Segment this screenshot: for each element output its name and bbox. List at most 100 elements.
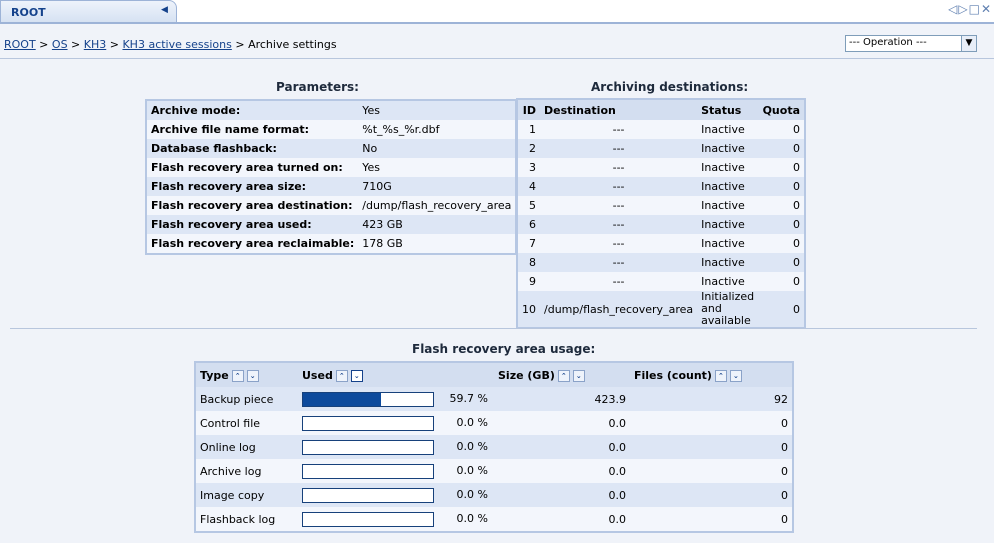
destination-status: Inactive xyxy=(697,215,759,234)
destination-status: Inactive xyxy=(697,272,759,291)
tab-root[interactable]: ROOT ◀ xyxy=(0,0,177,23)
tab-underline xyxy=(0,22,994,24)
usage-type: Image copy xyxy=(195,483,298,507)
usage-progress-fill xyxy=(303,392,381,406)
destination-row: 6 --- Inactive 0 xyxy=(517,215,805,234)
destination-quota: 0 xyxy=(758,177,805,196)
destination-quota: 0 xyxy=(758,196,805,215)
scroll-right-icon[interactable]: ▷ xyxy=(958,2,969,16)
destination-status: Inactive xyxy=(697,234,759,253)
usage-used: 0.0 % xyxy=(298,459,494,483)
sort-desc-icon[interactable]: ⌄ xyxy=(729,369,742,382)
destination-row: 1 --- Inactive 0 xyxy=(517,120,805,139)
destination-path: --- xyxy=(540,120,698,139)
sort-asc-icon[interactable]: ⌃ xyxy=(714,369,727,382)
usage-used: 0.0 % xyxy=(298,435,494,459)
usage-progress-bar xyxy=(302,415,434,431)
usage-type: Control file xyxy=(195,411,298,435)
maximize-icon[interactable]: □ xyxy=(968,2,981,16)
usage-type: Backup piece xyxy=(195,387,298,411)
parameter-value: 178 GB xyxy=(358,234,517,254)
destination-row: 2 --- Inactive 0 xyxy=(517,139,805,158)
breadcrumb-current: Archive settings xyxy=(248,38,337,51)
parameter-label: Archive file name format: xyxy=(146,120,359,139)
parameter-value: Yes xyxy=(358,158,517,177)
operation-value: --- Operation --- xyxy=(849,37,927,48)
usage-size: 0.0 xyxy=(494,507,630,532)
destinations-header-row: ID Destination Status Quota xyxy=(517,99,805,120)
parameter-value: Yes xyxy=(358,100,517,120)
parameter-row: Flash recovery area turned on: Yes xyxy=(146,158,517,177)
destination-path: --- xyxy=(540,215,698,234)
sort-desc-icon[interactable]: ⌄ xyxy=(246,369,259,382)
destination-path: --- xyxy=(540,158,698,177)
col-header-quota: Quota xyxy=(758,99,805,120)
col-header-size: Size (GB) ⌃ ⌄ xyxy=(494,362,630,387)
usage-size: 0.0 xyxy=(494,483,630,507)
destinations-title: Archiving destinations: xyxy=(591,80,749,94)
destination-quota: 0 xyxy=(758,120,805,139)
usage-percent: 59.7 % xyxy=(449,392,488,405)
tab-strip: ROOT ◀ ◁▷□✕ xyxy=(0,0,994,24)
col-header-destination: Destination xyxy=(540,99,698,120)
usage-row: Archive log 0.0 % 0.0 0 xyxy=(195,459,793,483)
window-controls: ◁▷□✕ xyxy=(948,2,992,16)
operation-select[interactable]: --- Operation --- ▼ xyxy=(845,35,977,52)
parameter-value: /dump/flash_recovery_area xyxy=(358,196,517,215)
parameter-label: Flash recovery area used: xyxy=(146,215,359,234)
tab-collapse-icon[interactable]: ◀ xyxy=(161,5,168,15)
destination-quota: 0 xyxy=(758,234,805,253)
usage-files: 0 xyxy=(630,483,793,507)
breadcrumb-link-kh3[interactable]: KH3 xyxy=(83,38,107,51)
destinations-table: ID Destination Status Quota 1 --- Inactive… xyxy=(516,98,806,329)
sort-asc-icon[interactable]: ⌃ xyxy=(231,369,244,382)
usage-row: Flashback log 0.0 % 0.0 0 xyxy=(195,507,793,532)
usage-percent: 0.0 % xyxy=(456,512,488,525)
destination-row: 10/dump/flash_recovery_area Initialized a… xyxy=(517,291,805,328)
close-icon[interactable]: ✕ xyxy=(980,2,992,16)
destination-id: 2 xyxy=(517,139,540,158)
breadcrumb-link-root[interactable]: ROOT xyxy=(4,38,36,51)
sort-desc-icon[interactable]: ⌄ xyxy=(350,369,363,382)
sort-asc-icon[interactable]: ⌃ xyxy=(335,369,348,382)
destination-status: Inactive xyxy=(697,158,759,177)
parameter-row: Archive mode: Yes xyxy=(146,100,517,120)
parameter-row: Flash recovery area reclaimable: 178 GB xyxy=(146,234,517,254)
col-header-id: ID xyxy=(517,99,540,120)
destination-path: --- xyxy=(540,196,698,215)
usage-used: 0.0 % xyxy=(298,411,494,435)
destination-path: --- xyxy=(540,253,698,272)
destination-row: 7 --- Inactive 0 xyxy=(517,234,805,253)
parameter-label: Flash recovery area destination: xyxy=(146,196,359,215)
usage-files: 0 xyxy=(630,507,793,532)
destination-id: 1 xyxy=(517,120,540,139)
destination-quota: 0 xyxy=(758,215,805,234)
destination-status: Initialized and available xyxy=(697,291,759,328)
sort-asc-icon[interactable]: ⌃ xyxy=(557,369,570,382)
parameter-label: Database flashback: xyxy=(146,139,359,158)
breadcrumb-link-os[interactable]: OS xyxy=(51,38,68,51)
usage-header-row: Type ⌃ ⌄ Used ⌃ ⌄ Size (GB) ⌃ ⌄ Files (count) ⌃… xyxy=(195,362,793,387)
destination-id: 6 xyxy=(517,215,540,234)
usage-size: 0.0 xyxy=(494,411,630,435)
destination-path: --- xyxy=(540,177,698,196)
usage-size: 0.0 xyxy=(494,459,630,483)
scroll-left-icon[interactable]: ◁ xyxy=(948,2,959,16)
parameter-label: Flash recovery area reclaimable: xyxy=(146,234,359,254)
sort-desc-icon[interactable]: ⌄ xyxy=(572,369,585,382)
parameter-row: Flash recovery area used: 423 GB xyxy=(146,215,517,234)
parameter-value: No xyxy=(358,139,517,158)
parameter-row: Flash recovery area size: 710G xyxy=(146,177,517,196)
parameter-row: Database flashback: No xyxy=(146,139,517,158)
breadcrumb-link-sessions[interactable]: KH3 active sessions xyxy=(122,38,232,51)
usage-size: 423.9 xyxy=(494,387,630,411)
chevron-down-icon[interactable]: ▼ xyxy=(961,36,976,51)
parameter-label: Archive mode: xyxy=(146,100,359,120)
destination-row: 5 --- Inactive 0 xyxy=(517,196,805,215)
usage-files: 0 xyxy=(630,411,793,435)
destination-id: 3 xyxy=(517,158,540,177)
usage-type: Online log xyxy=(195,435,298,459)
usage-used: 59.7 % xyxy=(298,387,494,411)
destination-id: 5 xyxy=(517,196,540,215)
usage-progress-bar xyxy=(302,511,434,527)
